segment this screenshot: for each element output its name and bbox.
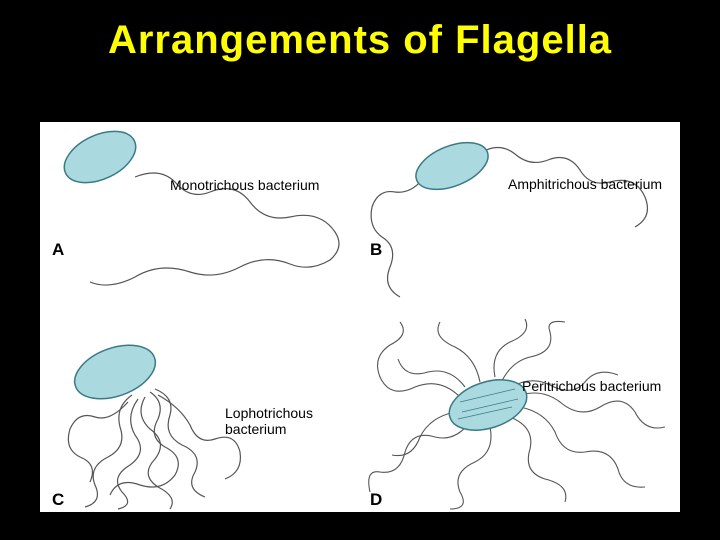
panel-d: D Peritrichous bacterium [360, 317, 680, 512]
panel-c-letter: C [52, 490, 64, 510]
flagella-figure: A Monotrichous bacterium B Amphitrichous… [40, 122, 680, 512]
monotrichous-diagram [40, 122, 360, 317]
panel-a-letter: A [52, 240, 64, 260]
panel-b: B Amphitrichous bacterium [360, 122, 680, 317]
panel-d-label: Peritrichous bacterium [522, 378, 661, 394]
panel-c-label: Lophotrichous bacterium [225, 405, 360, 437]
peritrichous-diagram [360, 317, 680, 512]
panel-a-label: Monotrichous bacterium [170, 177, 319, 193]
panel-b-label: Amphitrichous bacterium [508, 176, 662, 192]
amphitrichous-diagram [360, 122, 680, 317]
page-title: Arrangements of Flagella [0, 0, 720, 63]
panel-b-letter: B [370, 240, 382, 260]
panel-d-letter: D [370, 490, 382, 510]
panel-a: A Monotrichous bacterium [40, 122, 360, 317]
panel-c: C Lophotrichous bacterium [40, 317, 360, 512]
